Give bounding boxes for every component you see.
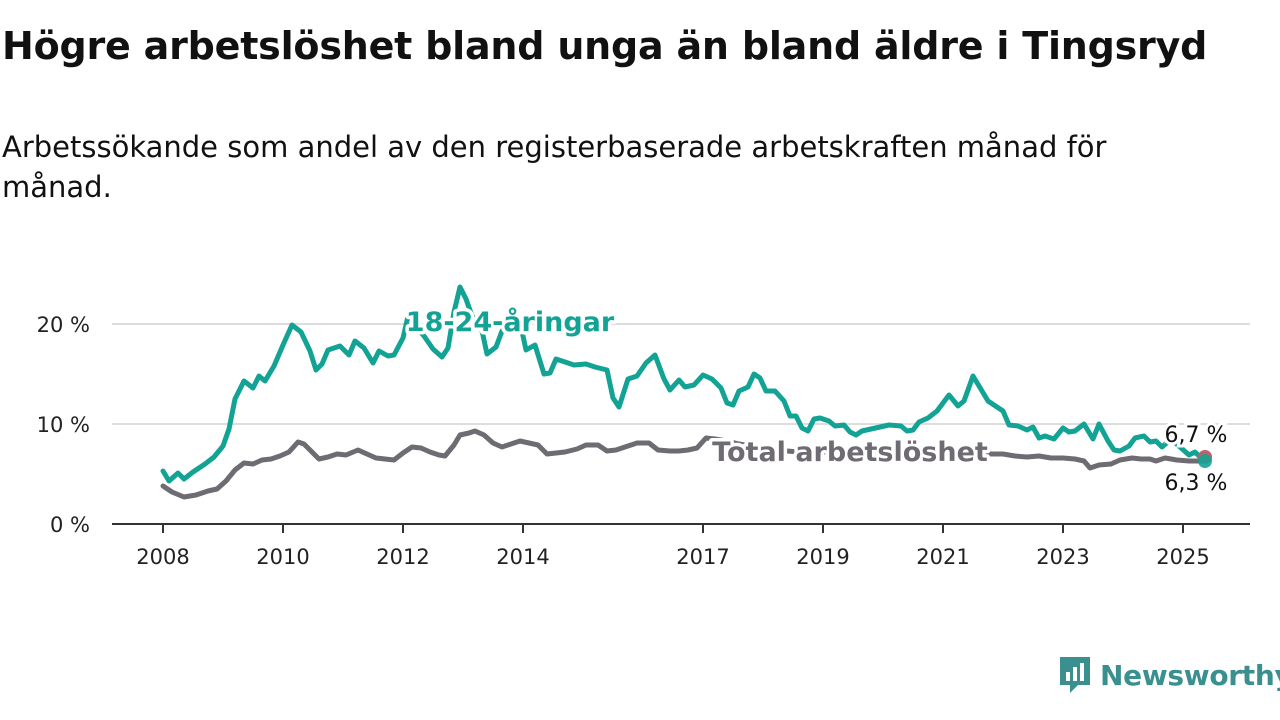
series-label-total: Total arbetslöshet — [712, 437, 988, 468]
chart-subtitle: Arbetssökande som andel av den registerb… — [2, 130, 1107, 204]
total-end-value-label: 6,3 % — [1165, 471, 1228, 496]
newsworthy-logo-icon — [1060, 657, 1090, 693]
chart-title: Högre arbetslöshet bland unga än bland ä… — [2, 24, 1208, 68]
newsworthy-logo: Newsworthy — [1058, 655, 1280, 695]
x-tick-label: 2025 — [1156, 545, 1209, 569]
x-tick-label: 2012 — [376, 545, 429, 569]
x-tick-label: 2019 — [796, 545, 849, 569]
series-label-youth: 18-24-åringar — [406, 306, 615, 338]
x-tick-label: 2017 — [676, 545, 729, 569]
y-tick-label: 20 % — [37, 313, 90, 337]
x-tick-label: 2023 — [1036, 545, 1089, 569]
newsworthy-logo-text: Newsworthy — [1100, 658, 1280, 692]
x-tick-label: 2010 — [256, 545, 309, 569]
y-tick-label: 0 % — [50, 513, 90, 537]
x-tick-label: 2021 — [916, 545, 969, 569]
youth-end-value-label: 6,7 % — [1165, 423, 1228, 448]
series-line-youth — [160, 284, 1204, 484]
total-last-point — [1198, 454, 1212, 468]
x-tick-label: 2014 — [496, 545, 549, 569]
series-line-total — [160, 428, 1204, 500]
x-tick-label: 2008 — [136, 545, 189, 569]
y-tick-label: 10 % — [37, 413, 90, 437]
